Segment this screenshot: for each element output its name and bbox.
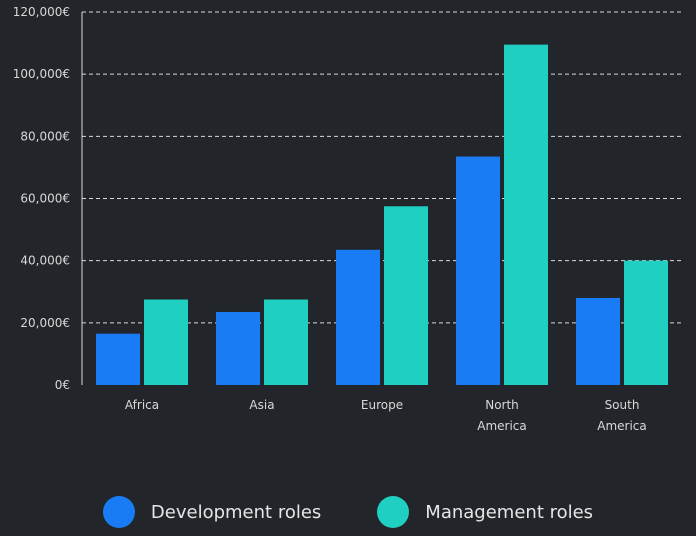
bar-management[interactable] bbox=[384, 206, 428, 385]
bars bbox=[96, 44, 668, 385]
x-tick-label: America bbox=[597, 419, 647, 433]
bar-management[interactable] bbox=[624, 260, 668, 385]
x-tick-label: Africa bbox=[125, 398, 159, 412]
x-tick-label: North bbox=[485, 398, 519, 412]
bar-management[interactable] bbox=[504, 44, 548, 385]
x-tick-label: America bbox=[477, 419, 527, 433]
bar-development[interactable] bbox=[96, 333, 140, 385]
bar-development[interactable] bbox=[456, 156, 500, 385]
y-tick-label: 100,000€ bbox=[13, 67, 70, 81]
legend-item-management[interactable]: Management roles bbox=[377, 496, 593, 528]
y-tick-label: 40,000€ bbox=[20, 254, 70, 268]
legend: Development roles Management roles bbox=[0, 492, 696, 532]
y-tick-label: 120,000€ bbox=[13, 5, 70, 19]
bar-management[interactable] bbox=[264, 299, 308, 385]
legend-swatch-management bbox=[377, 496, 410, 528]
x-tick-label: Asia bbox=[249, 398, 274, 412]
legend-swatch-development bbox=[102, 496, 135, 528]
bar-management[interactable] bbox=[144, 299, 188, 385]
y-tick-label: 60,000€ bbox=[20, 192, 70, 206]
y-tick-label: 0€ bbox=[55, 378, 70, 392]
y-tick-label: 80,000€ bbox=[20, 129, 70, 143]
legend-label-development: Development roles bbox=[150, 501, 322, 523]
y-axis-ticks: 0€ 20,000€ 40,000€ 60,000€ 80,000€ 100,000€ 12… bbox=[13, 5, 70, 392]
bar-development[interactable] bbox=[576, 297, 620, 385]
x-axis-ticks: Africa Asia Europe North America South America bbox=[125, 398, 647, 433]
legend-item-development[interactable]: Development roles bbox=[102, 496, 322, 528]
legend-label-management: Management roles bbox=[425, 501, 594, 523]
bar-development[interactable] bbox=[216, 311, 260, 385]
x-tick-label: Europe bbox=[361, 398, 403, 412]
x-tick-label: South bbox=[605, 398, 640, 412]
bar-development[interactable] bbox=[336, 249, 380, 385]
y-tick-label: 20,000€ bbox=[20, 316, 70, 330]
